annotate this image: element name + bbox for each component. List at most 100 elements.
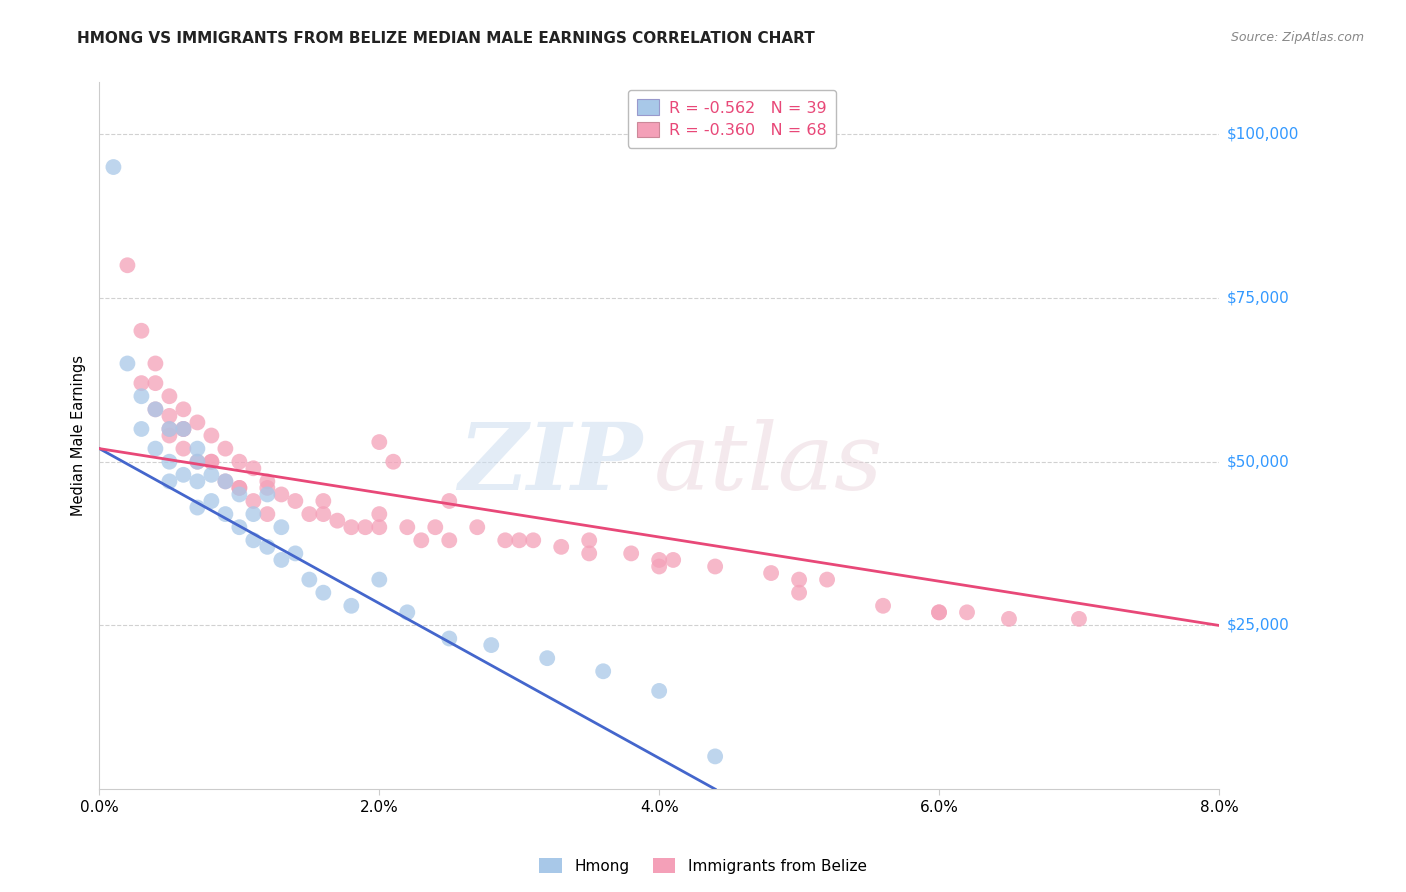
Point — [157, 422, 180, 436]
Point — [425, 520, 447, 534]
Point — [298, 573, 321, 587]
Point — [242, 461, 264, 475]
Point — [368, 507, 391, 521]
Point — [578, 546, 600, 560]
Point — [439, 632, 461, 646]
Point — [256, 507, 278, 521]
Point — [186, 442, 208, 456]
Point — [298, 507, 321, 521]
Point — [312, 507, 335, 521]
Point — [872, 599, 894, 613]
Point — [256, 475, 278, 489]
Point — [145, 402, 167, 417]
Point — [815, 573, 838, 587]
Point — [172, 467, 194, 482]
Point — [131, 389, 153, 403]
Point — [270, 487, 292, 501]
Y-axis label: Median Male Earnings: Median Male Earnings — [72, 355, 86, 516]
Point — [662, 553, 685, 567]
Point — [396, 605, 419, 619]
Point — [157, 475, 180, 489]
Point — [956, 605, 979, 619]
Text: ZIP: ZIP — [458, 419, 643, 508]
Point — [228, 481, 250, 495]
Point — [411, 533, 433, 548]
Point — [145, 356, 167, 370]
Point — [172, 422, 194, 436]
Point — [172, 442, 194, 456]
Point — [131, 376, 153, 391]
Point — [157, 422, 180, 436]
Point — [340, 520, 363, 534]
Point — [284, 494, 307, 508]
Point — [270, 520, 292, 534]
Point — [157, 455, 180, 469]
Point — [256, 487, 278, 501]
Point — [284, 546, 307, 560]
Point — [439, 494, 461, 508]
Point — [242, 533, 264, 548]
Point — [186, 416, 208, 430]
Point — [522, 533, 544, 548]
Point — [578, 533, 600, 548]
Point — [214, 475, 236, 489]
Point — [117, 356, 139, 370]
Point — [648, 684, 671, 698]
Point — [368, 435, 391, 450]
Point — [131, 422, 153, 436]
Text: $25,000: $25,000 — [1227, 618, 1289, 633]
Point — [928, 605, 950, 619]
Point — [103, 160, 125, 174]
Point — [228, 487, 250, 501]
Point — [172, 402, 194, 417]
Point — [550, 540, 572, 554]
Point — [270, 553, 292, 567]
Point — [536, 651, 558, 665]
Point — [354, 520, 377, 534]
Point — [998, 612, 1021, 626]
Point — [172, 422, 194, 436]
Point — [145, 402, 167, 417]
Point — [312, 494, 335, 508]
Point — [157, 428, 180, 442]
Text: HMONG VS IMMIGRANTS FROM BELIZE MEDIAN MALE EARNINGS CORRELATION CHART: HMONG VS IMMIGRANTS FROM BELIZE MEDIAN M… — [77, 31, 815, 46]
Point — [704, 749, 727, 764]
Point — [228, 520, 250, 534]
Point — [648, 559, 671, 574]
Point — [228, 455, 250, 469]
Point — [759, 566, 782, 580]
Point — [1067, 612, 1090, 626]
Legend: Hmong, Immigrants from Belize: Hmong, Immigrants from Belize — [533, 852, 873, 880]
Point — [117, 258, 139, 272]
Point — [326, 514, 349, 528]
Point — [200, 428, 222, 442]
Legend: R = -0.562   N = 39, R = -0.360   N = 68: R = -0.562 N = 39, R = -0.360 N = 68 — [627, 90, 837, 148]
Point — [704, 559, 727, 574]
Point — [508, 533, 530, 548]
Text: $75,000: $75,000 — [1227, 291, 1289, 305]
Text: $50,000: $50,000 — [1227, 454, 1289, 469]
Text: Source: ZipAtlas.com: Source: ZipAtlas.com — [1230, 31, 1364, 45]
Point — [200, 467, 222, 482]
Point — [368, 573, 391, 587]
Point — [145, 376, 167, 391]
Point — [214, 507, 236, 521]
Point — [214, 475, 236, 489]
Point — [396, 520, 419, 534]
Point — [494, 533, 516, 548]
Point — [479, 638, 502, 652]
Point — [172, 422, 194, 436]
Point — [200, 455, 222, 469]
Point — [186, 455, 208, 469]
Point — [157, 409, 180, 423]
Point — [382, 455, 405, 469]
Point — [256, 481, 278, 495]
Text: $100,000: $100,000 — [1227, 127, 1299, 142]
Point — [340, 599, 363, 613]
Point — [787, 585, 810, 599]
Point — [368, 520, 391, 534]
Text: atlas: atlas — [654, 419, 883, 508]
Point — [200, 494, 222, 508]
Point — [214, 442, 236, 456]
Point — [465, 520, 488, 534]
